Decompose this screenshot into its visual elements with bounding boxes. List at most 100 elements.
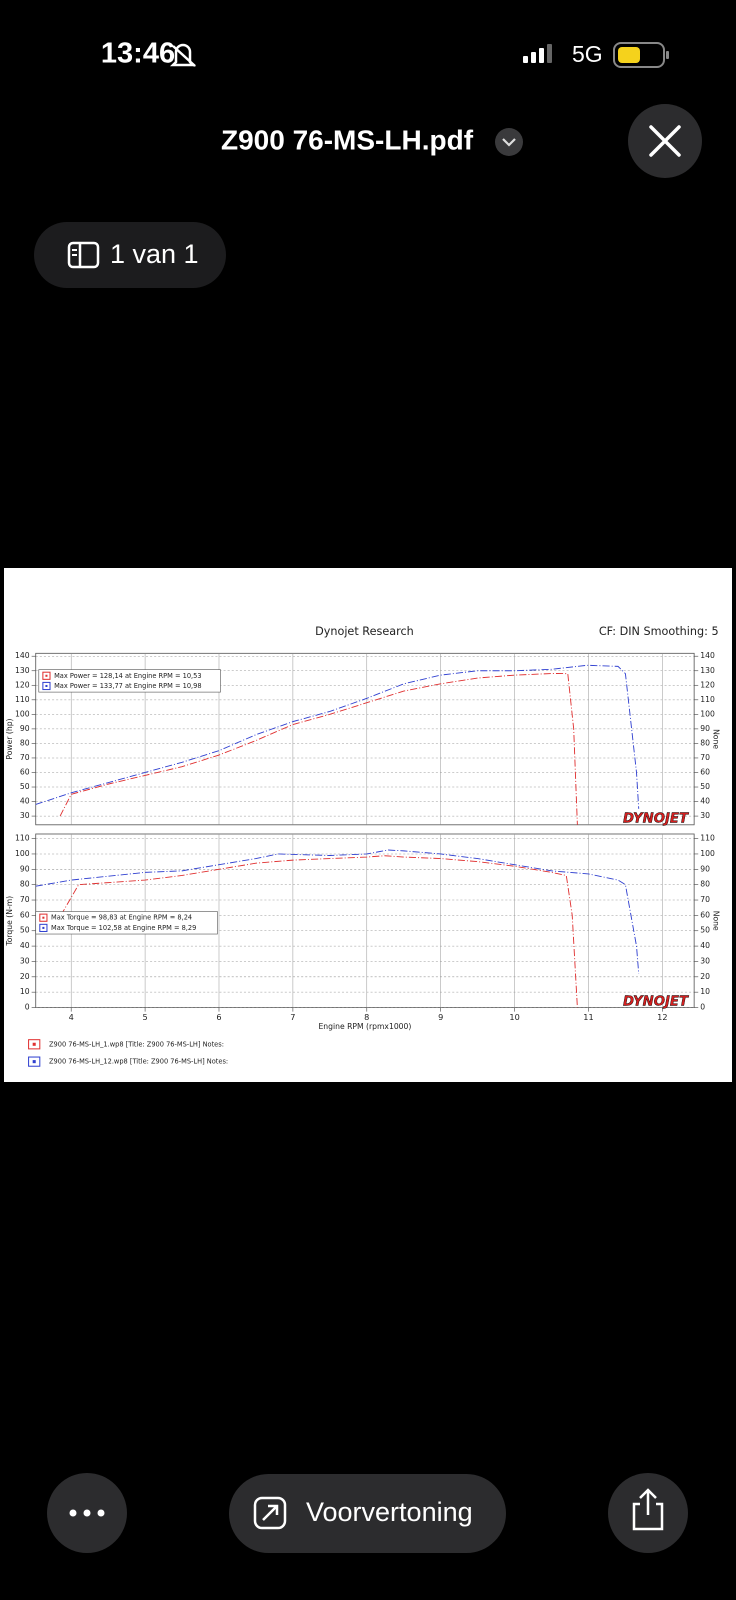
document-title[interactable]: Z900 76-MS-LH.pdf (221, 124, 474, 155)
y2-tick-label: 70 (700, 895, 710, 904)
y2-tick-label: 50 (700, 926, 710, 935)
series-line (35, 849, 640, 974)
mute-icon (169, 43, 197, 67)
title-menu-button[interactable] (495, 128, 523, 156)
legend-entry: Z900 76-MS-LH_1.wp8 [Title: Z900 76-MS-L… (49, 1040, 224, 1048)
dyno-charts: Dynojet Research CF: DIN Smoothing: 53040… (5, 625, 721, 1067)
annotation: Max Power = 133,77 at Engine RPM = 10,98 (54, 682, 202, 690)
watermark: DYNOJET (623, 994, 689, 1009)
x-tick-label: 8 (364, 1012, 369, 1022)
y2-tick-label: 120 (700, 680, 715, 689)
y2-tick-label: 80 (700, 738, 710, 747)
x-tick-label: 10 (509, 1012, 519, 1022)
y2-axis-label: None (712, 911, 721, 931)
y2-tick-label: 90 (700, 724, 710, 733)
chart-title: Dynojet Research (315, 625, 414, 638)
y2-tick-label: 90 (700, 864, 710, 873)
legend-marker-dot (32, 1060, 36, 1064)
watermark: DYNOJET (623, 812, 689, 827)
y-tick-label: 100 (15, 849, 30, 858)
y-tick-label: 60 (20, 910, 30, 919)
chart-subtitle: CF: DIN Smoothing: 5 (599, 625, 719, 638)
annotation: Max Torque = 102,58 at Engine RPM = 8,29 (51, 924, 196, 932)
battery-icon (613, 42, 669, 68)
annotation-marker-dot (45, 674, 48, 677)
y-tick-label: 70 (20, 895, 30, 904)
x-tick-label: 6 (216, 1012, 221, 1022)
y2-tick-label: 10 (700, 987, 710, 996)
annotation-box (35, 911, 218, 935)
y-tick-label: 140 (15, 651, 30, 660)
more-button[interactable] (47, 1473, 127, 1553)
network: 5G (572, 41, 603, 67)
y2-tick-label: 110 (700, 834, 715, 843)
close-button[interactable] (628, 104, 702, 178)
share-button[interactable] (608, 1473, 688, 1553)
y-tick-label: 20 (20, 972, 30, 981)
y2-tick-label: 40 (700, 941, 710, 950)
y-tick-label: 110 (15, 834, 30, 843)
annotation: Max Torque = 98,83 at Engine RPM = 8,24 (51, 914, 192, 922)
y2-axis-label: None (712, 729, 721, 749)
series-line (60, 855, 578, 1008)
y-tick-label: 30 (20, 811, 30, 820)
y-tick-label: 90 (20, 724, 30, 733)
y2-tick-label: 110 (700, 695, 715, 704)
page-indicator[interactable]: 1 van 1 (34, 222, 226, 288)
legend-entry: Z900 76-MS-LH_12.wp8 [Title: Z900 76-MS-… (49, 1058, 228, 1066)
preview-button[interactable]: Voorvertoning (229, 1474, 506, 1553)
y-tick-label: 70 (20, 753, 30, 762)
x-tick-label: 4 (69, 1012, 74, 1022)
y-tick-label: 10 (20, 987, 30, 996)
legend-marker-dot (32, 1042, 36, 1046)
y2-tick-label: 40 (700, 797, 710, 806)
x-tick-label: 5 (142, 1012, 147, 1022)
clock: 13:46 (101, 38, 175, 70)
y-axis-label: Torque (N-m) (5, 896, 14, 947)
y2-tick-label: 60 (700, 910, 710, 919)
x-tick-label: 11 (583, 1012, 593, 1022)
y2-tick-label: 140 (700, 651, 715, 660)
page-count: 1 van 1 (110, 239, 199, 269)
annotation: Max Power = 128,14 at Engine RPM = 10,53 (54, 672, 202, 680)
signal-icon (523, 44, 552, 63)
x-tick-label: 12 (657, 1012, 667, 1022)
x-axis-label: Engine RPM (rpmx1000) (318, 1022, 411, 1031)
annotation-marker-dot (42, 926, 45, 929)
y-tick-label: 90 (20, 864, 30, 873)
y-tick-label: 120 (15, 680, 30, 689)
y-axis-label: Power (hp) (5, 718, 14, 759)
y2-tick-label: 100 (700, 709, 715, 718)
annotation-marker-dot (42, 916, 45, 919)
y-tick-label: 40 (20, 797, 30, 806)
y2-tick-label: 100 (700, 849, 715, 858)
y-tick-label: 50 (20, 926, 30, 935)
y-tick-label: 50 (20, 782, 30, 791)
y-tick-label: 60 (20, 767, 30, 776)
x-tick-label: 7 (290, 1012, 295, 1022)
y-tick-label: 0 (25, 1003, 30, 1012)
y2-tick-label: 130 (700, 666, 715, 675)
annotation-marker-dot (45, 684, 48, 687)
preview-label: Voorvertoning (306, 1497, 473, 1527)
y-tick-label: 40 (20, 941, 30, 950)
y2-tick-label: 80 (700, 880, 710, 889)
y-tick-label: 100 (15, 709, 30, 718)
y-tick-label: 110 (15, 695, 30, 704)
y2-tick-label: 20 (700, 972, 710, 981)
x-tick-label: 9 (438, 1012, 443, 1022)
y2-tick-label: 30 (700, 956, 710, 965)
y2-tick-label: 30 (700, 811, 710, 820)
y-tick-label: 30 (20, 956, 30, 965)
y-tick-label: 80 (20, 880, 30, 889)
y2-tick-label: 60 (700, 767, 710, 776)
series-line (35, 664, 640, 809)
series-line (59, 672, 578, 825)
annotation-box (38, 669, 221, 693)
y-tick-label: 80 (20, 738, 30, 747)
y2-tick-label: 50 (700, 782, 710, 791)
y-tick-label: 130 (15, 666, 30, 675)
y2-tick-label: 0 (700, 1003, 705, 1012)
y2-tick-label: 70 (700, 753, 710, 762)
